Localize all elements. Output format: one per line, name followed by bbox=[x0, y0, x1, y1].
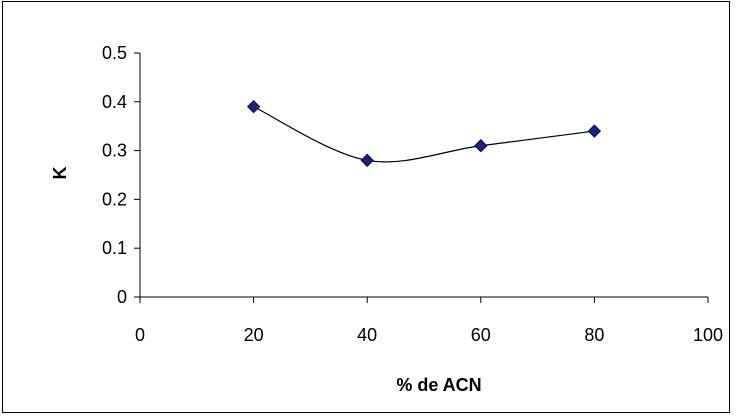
x-tick-label: 0 bbox=[135, 325, 145, 345]
y-tick-label: 0.5 bbox=[102, 43, 127, 63]
y-tick-label: 0.4 bbox=[102, 92, 127, 112]
axes bbox=[139, 53, 708, 298]
chart-frame bbox=[2, 1, 730, 413]
y-axis-title: K bbox=[50, 167, 70, 180]
x-tick-label: 60 bbox=[471, 325, 491, 345]
x-tick-label: 100 bbox=[693, 325, 723, 345]
ticks: 0 20 40 60 80 100 0 0.1 0.2 0.3 0.4 0.5 bbox=[102, 43, 723, 345]
x-axis-title: % de ACN bbox=[396, 375, 481, 395]
trend-curve bbox=[253, 106, 595, 163]
x-tick-label: 80 bbox=[584, 325, 604, 345]
data-point bbox=[474, 139, 488, 153]
data-point bbox=[246, 99, 261, 114]
x-tick-label: 40 bbox=[357, 325, 377, 345]
data-points bbox=[246, 99, 602, 168]
y-tick-label: 0.3 bbox=[102, 141, 127, 161]
data-point bbox=[360, 153, 374, 168]
y-tick-label: 0 bbox=[117, 287, 127, 307]
y-tick-label: 0.2 bbox=[102, 189, 127, 209]
data-point bbox=[587, 124, 602, 138]
x-tick-label: 20 bbox=[244, 325, 264, 345]
y-tick-label: 0.1 bbox=[102, 238, 127, 258]
